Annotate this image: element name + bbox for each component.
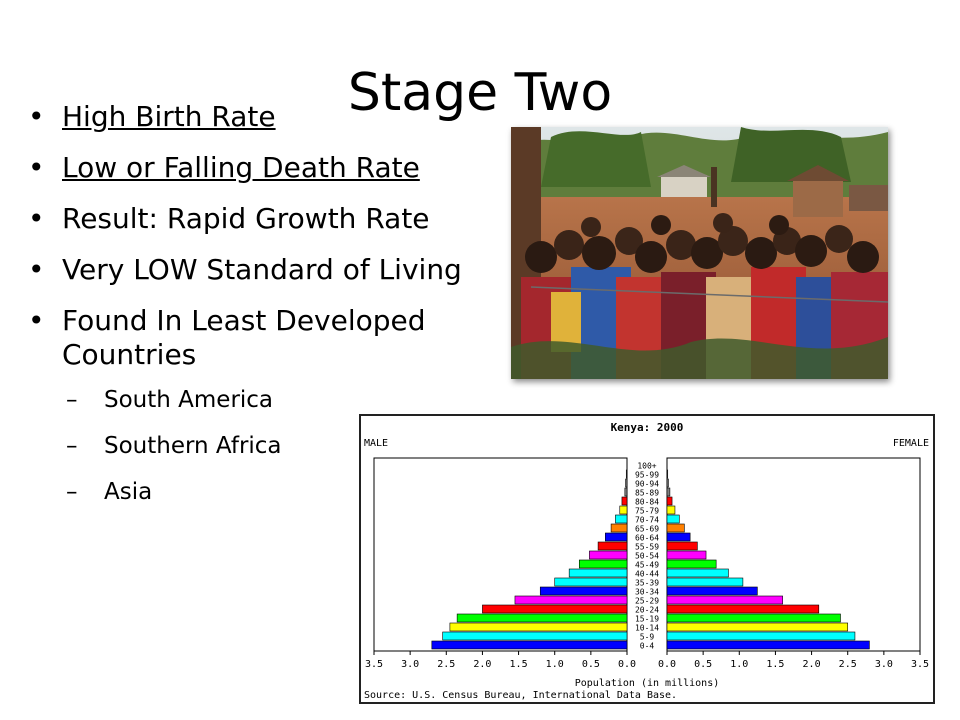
chart-source: Source: U.S. Census Bureau, Internationa… xyxy=(364,690,677,701)
age-group-label: 40-44 xyxy=(635,570,659,579)
age-group-label: 50-54 xyxy=(635,552,659,561)
female-bar xyxy=(666,640,870,650)
bullet-item: Low or Falling Death Rate xyxy=(28,151,468,185)
bullet-text: Result: Rapid Growth Rate xyxy=(62,202,430,235)
x-tick-label: 0.0 xyxy=(658,659,676,670)
male-bar xyxy=(625,478,628,488)
x-tick-label: 0.5 xyxy=(582,659,600,670)
male-bar xyxy=(482,604,628,614)
population-pyramid-chart: Kenya: 2000 MALE FEMALE 100+ 95-99 90-94 85… xyxy=(359,414,935,704)
male-bar xyxy=(589,550,628,560)
bullet-list: High Birth Rate Low or Falling Death Rat… xyxy=(28,100,468,524)
age-group-label: 25-29 xyxy=(635,597,659,606)
bullet-item: Found In Least Developed Countries South… xyxy=(28,304,468,506)
male-bar xyxy=(619,505,628,515)
sub-bullet-item: Asia xyxy=(62,478,468,506)
female-bar xyxy=(666,478,669,488)
male-bar xyxy=(449,622,628,632)
male-bar xyxy=(514,595,628,605)
age-group-label: 15-19 xyxy=(635,615,659,624)
age-group-label: 30-34 xyxy=(635,588,659,597)
x-tick-label: 2.0 xyxy=(473,659,491,670)
age-group-label: 10-14 xyxy=(635,624,659,633)
male-bar xyxy=(568,568,628,578)
age-group-label: 70-74 xyxy=(635,516,659,525)
age-group-label: 20-24 xyxy=(635,606,659,615)
age-group-label: 85-89 xyxy=(635,489,659,498)
female-bar xyxy=(666,523,685,533)
bullet-text: Found In Least Developed Countries xyxy=(62,304,426,371)
x-tick-label: 3.0 xyxy=(875,659,893,670)
x-tick-label: 3.0 xyxy=(401,659,419,670)
bullet-text: Very LOW Standard of Living xyxy=(62,253,462,286)
male-bar xyxy=(597,541,628,551)
male-bar xyxy=(605,532,628,542)
bullet-text: Low or Falling Death Rate xyxy=(62,151,420,184)
x-tick-label: 2.0 xyxy=(803,659,821,670)
bullet-item: Very LOW Standard of Living xyxy=(28,253,468,287)
female-bar xyxy=(666,604,820,614)
female-bar xyxy=(666,559,717,569)
female-bar xyxy=(666,496,673,506)
x-tick-label: 1.5 xyxy=(510,659,528,670)
x-tick-label: 3.5 xyxy=(365,659,383,670)
female-bar xyxy=(666,622,849,632)
male-label: MALE xyxy=(364,438,388,449)
male-bar xyxy=(539,586,628,596)
sub-bullet-list: South America Southern Africa Asia xyxy=(62,386,468,506)
male-bar xyxy=(431,640,628,650)
x-tick-label: 2.5 xyxy=(839,659,857,670)
x-tick-label: 0.0 xyxy=(618,659,636,670)
x-tick-label: 1.5 xyxy=(766,659,784,670)
female-bar xyxy=(666,541,698,551)
male-bar xyxy=(625,469,628,479)
female-bar xyxy=(666,532,691,542)
age-group-label: 55-59 xyxy=(635,543,659,552)
male-bar xyxy=(456,613,628,623)
age-group-label: 60-64 xyxy=(635,534,659,543)
age-group-label: 5-9 xyxy=(640,633,655,642)
age-group-label: 65-69 xyxy=(635,525,659,534)
x-axis-label: Population (in millions) xyxy=(575,678,720,689)
x-tick-label: 3.5 xyxy=(911,659,929,670)
male-bar xyxy=(615,514,628,524)
age-group-label: 75-79 xyxy=(635,507,659,516)
female-bar xyxy=(666,631,856,641)
male-bar xyxy=(554,577,628,587)
age-group-label: 35-39 xyxy=(635,579,659,588)
male-bar xyxy=(442,631,628,641)
female-bar xyxy=(666,586,758,596)
female-bar xyxy=(666,577,744,587)
female-bar xyxy=(666,613,841,623)
x-tick-label: 0.5 xyxy=(694,659,712,670)
age-group-label: 45-49 xyxy=(635,561,659,570)
female-bar xyxy=(666,568,729,578)
male-bar xyxy=(578,559,628,569)
age-group-label: 0-4 xyxy=(640,642,655,651)
male-bar xyxy=(621,496,628,506)
age-group-label: 80-84 xyxy=(635,498,659,507)
female-bar xyxy=(666,595,783,605)
bullet-item: Result: Rapid Growth Rate xyxy=(28,202,468,236)
sub-bullet-item: Southern Africa xyxy=(62,432,468,460)
female-label: FEMALE xyxy=(893,438,929,449)
male-bar xyxy=(610,523,628,533)
female-bar xyxy=(666,514,680,524)
x-tick-label: 2.5 xyxy=(437,659,455,670)
age-group-label: 100+ xyxy=(637,462,656,471)
female-bar xyxy=(666,469,669,479)
female-bar xyxy=(666,550,707,560)
female-bar xyxy=(666,487,671,497)
bullet-item: High Birth Rate xyxy=(28,100,468,134)
chart-title: Kenya: 2000 xyxy=(611,421,684,434)
female-bar xyxy=(666,505,676,515)
x-tick-label: 1.0 xyxy=(730,659,748,670)
sub-bullet-item: South America xyxy=(62,386,468,414)
male-bar xyxy=(624,487,628,497)
x-tick-label: 1.0 xyxy=(546,659,564,670)
age-group-label: 95-99 xyxy=(635,471,659,480)
bullet-text: High Birth Rate xyxy=(62,100,276,133)
children-photo xyxy=(511,127,888,379)
age-group-label: 90-94 xyxy=(635,480,659,489)
